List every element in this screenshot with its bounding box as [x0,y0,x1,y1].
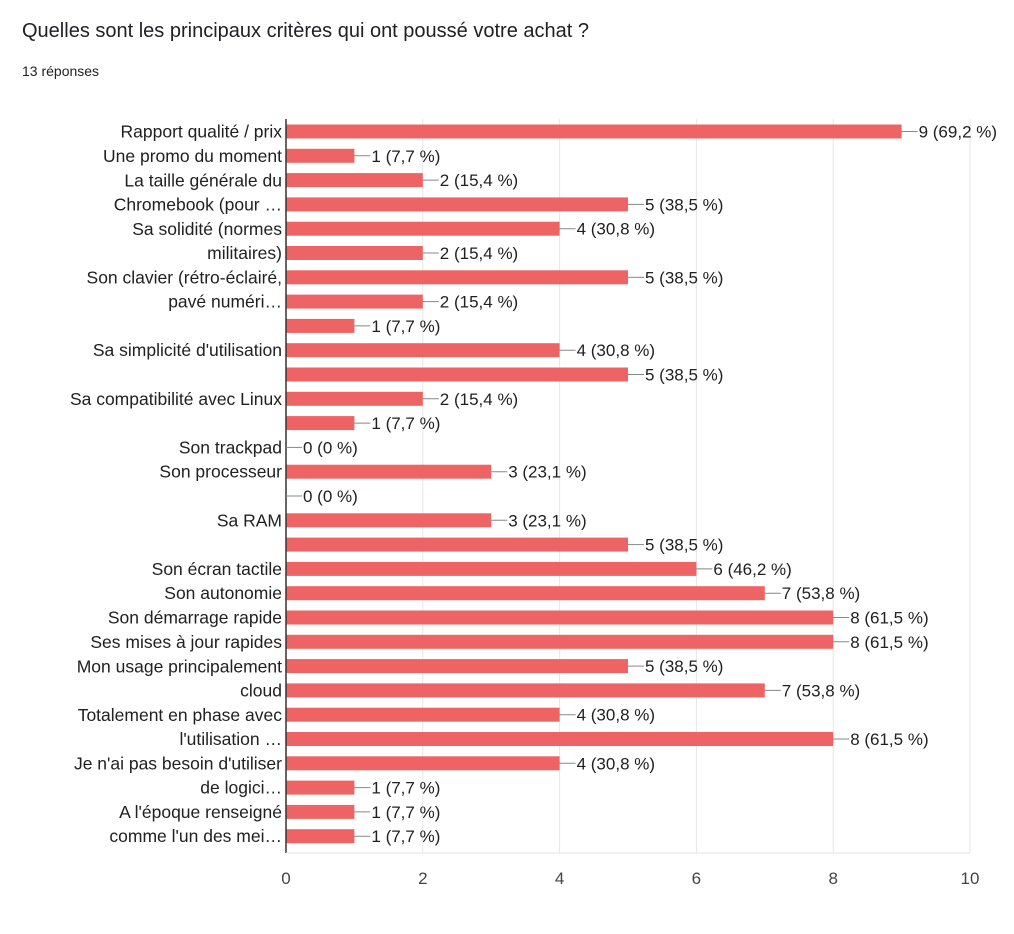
data-label: 1 (7,7 %) [371,803,440,822]
category-label: Son clavier (rétro-éclairé, [87,267,282,287]
category-label: Son démarrage rapide [108,608,282,628]
data-label: 3 (23,1 %) [508,511,586,530]
data-label: 4 (30,8 %) [577,220,655,239]
data-label: 5 (38,5 %) [645,268,723,287]
bars [286,124,902,844]
data-label: 1 (7,7 %) [371,147,440,166]
data-label: 8 (61,5 %) [850,609,928,628]
bar [286,148,355,163]
x-tick-labels: 0 2 4 6 8 10 [281,869,979,888]
question-title: Quelles sont les principaux critères qui… [22,20,589,42]
bar [286,561,697,576]
data-labels: 9 (69,2 %)1 (7,7 %)2 (15,4 %)5 (38,5 %)4… [286,123,997,846]
data-label: 2 (15,4 %) [440,390,518,409]
data-label: 8 (61,5 %) [850,633,928,652]
data-label: 1 (7,7 %) [371,317,440,336]
category-label: l'utilisation … [179,729,282,749]
category-label: cloud [240,680,282,700]
bar [286,124,902,139]
data-label: 4 (30,8 %) [577,754,655,773]
bar [286,416,355,431]
category-label: Sa solidité (normes [132,219,282,239]
data-label: 0 (0 %) [303,438,358,457]
data-label: 5 (38,5 %) [645,366,723,385]
x-tick-label: 8 [828,869,837,888]
bar [286,829,355,844]
data-label: 2 (15,4 %) [440,293,518,312]
x-tick-label: 2 [418,869,427,888]
bar [286,707,560,722]
category-label: de logici… [200,777,282,797]
bar [286,246,423,260]
category-label: Sa compatibilité avec Linux [70,389,282,409]
data-label: 2 (15,4 %) [440,244,518,263]
bar [286,586,765,601]
category-label: pavé numéri… [168,291,282,311]
x-tick-label: 6 [692,869,701,888]
bar [286,367,628,382]
bar [286,732,834,746]
data-label: 2 (15,4 %) [440,171,518,190]
category-label: Chromebook (pour … [114,194,282,214]
category-label: Je n'ai pas besoin d'utiliser [74,753,282,773]
bar [286,537,628,552]
bar [286,610,834,625]
category-label: Sa RAM [217,510,282,530]
bar [286,173,423,188]
data-label: 5 (38,5 %) [645,536,723,555]
data-label: 4 (30,8 %) [577,341,655,360]
x-tick-label: 10 [961,869,980,888]
category-label: Sa simplicité d'utilisation [93,340,282,360]
data-label: 0 (0 %) [303,487,358,506]
category-label: Son autonomie [164,583,282,603]
bar [286,683,765,698]
category-label: Une promo du moment [103,146,282,166]
data-label: 8 (61,5 %) [850,730,928,749]
bar [286,464,492,479]
bar [286,270,628,285]
data-label: 1 (7,7 %) [371,779,440,798]
category-labels: Rapport qualité / prix Une promo du momen… [70,122,282,847]
bar [286,391,423,406]
data-label: 7 (53,8 %) [782,681,860,700]
category-label: La taille générale du [124,170,282,190]
data-label: 5 (38,5 %) [645,657,723,676]
category-label: Son processeur [159,462,282,482]
bar [286,756,560,771]
bar [286,221,560,236]
bar [286,780,355,795]
bar [286,634,834,649]
category-label: Son trackpad [179,437,282,457]
bar [286,804,355,819]
category-label: A l'époque renseigné [119,802,282,822]
bar [286,513,492,528]
category-label: Rapport qualité / prix [121,122,283,142]
bar [286,318,355,333]
axes [285,119,970,854]
category-label: comme l'un des mei… [109,826,282,846]
bar [286,294,423,309]
bar [286,659,628,674]
category-label: militaires) [207,243,282,263]
data-label: 6 (46,2 %) [713,560,791,579]
x-tick-label: 0 [281,869,290,888]
category-label: Mon usage principalement [77,656,282,676]
x-tick-label: 4 [555,869,564,888]
bar [286,197,628,212]
grid-lines [422,119,971,853]
data-label: 1 (7,7 %) [371,827,440,846]
data-label: 5 (38,5 %) [645,195,723,214]
category-label: Son écran tactile [152,559,282,579]
bar [286,343,560,358]
category-label: Totalement en phase avec [78,705,283,725]
data-label: 9 (69,2 %) [919,123,997,142]
response-count: 13 réponses [22,63,100,79]
data-label: 1 (7,7 %) [371,414,440,433]
data-label: 4 (30,8 %) [577,706,655,725]
category-label: Ses mises à jour rapides [90,632,282,652]
data-label: 3 (23,1 %) [508,463,586,482]
data-label: 7 (53,8 %) [782,584,860,603]
